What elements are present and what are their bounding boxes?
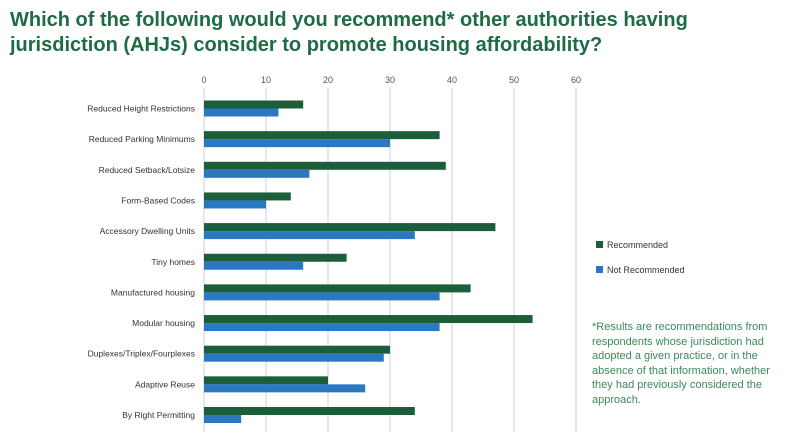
bar-recommended-accessory-dwelling-units bbox=[204, 223, 496, 232]
bar-recommended-reduced-height-restrictions bbox=[204, 100, 304, 109]
bar-recommended-duplexes-triplex-fourplexes bbox=[204, 345, 390, 354]
category-label-reduced-parking-minimums: Reduced Parking Minimums bbox=[89, 134, 195, 144]
category-label-accessory-dwelling-units: Accessory Dwelling Units bbox=[100, 226, 195, 236]
x-tick-label-0: 0 bbox=[201, 75, 206, 85]
bar-not-recommended-reduced-height-restrictions bbox=[204, 108, 279, 117]
category-label-manufactured-housing: Manufactured housing bbox=[111, 287, 195, 297]
legend-label-recommended: Recommended bbox=[607, 239, 669, 250]
footnote: *Results are recommendations from respon… bbox=[592, 321, 770, 406]
bar-recommended-by-right-permitting bbox=[204, 407, 415, 415]
legend-item-not-recommended: Not Recommended bbox=[596, 263, 685, 276]
x-tick-label-60: 60 bbox=[571, 75, 581, 85]
chart-title: Which of the following would you recomme… bbox=[10, 9, 688, 56]
bar-not-recommended-reduced-setback-lotsize bbox=[204, 169, 310, 178]
bar-recommended-form-based-codes bbox=[204, 192, 291, 201]
x-tick-label-20: 20 bbox=[323, 75, 333, 85]
category-label-by-right-permitting: By Right Permitting bbox=[122, 410, 195, 420]
bar-recommended-reduced-setback-lotsize bbox=[204, 161, 446, 170]
bar-not-recommended-adaptive-reuse bbox=[204, 384, 366, 393]
x-tick-label-30: 30 bbox=[385, 75, 395, 85]
legend-label-not-recommended: Not Recommended bbox=[607, 264, 685, 275]
bar-not-recommended-form-based-codes bbox=[204, 200, 266, 209]
category-label-tiny-homes: Tiny homes bbox=[151, 257, 195, 267]
category-label-form-based-codes: Form-Based Codes bbox=[121, 195, 195, 205]
bar-not-recommended-duplexes-triplex-fourplexes bbox=[204, 353, 384, 362]
category-label-modular-housing: Modular housing bbox=[132, 318, 195, 328]
legend-swatch-recommended bbox=[596, 241, 603, 248]
category-label-reduced-setback-lotsize: Reduced Setback/Lotsize bbox=[99, 165, 196, 175]
category-label-adaptive-reuse: Adaptive Reuse bbox=[135, 379, 195, 389]
bar-not-recommended-manufactured-housing bbox=[204, 292, 440, 301]
category-label-duplexes-triplex-fourplexes: Duplexes/Triplex/Fourplexes bbox=[88, 349, 195, 359]
legend: Recommended Not Recommended bbox=[596, 238, 685, 288]
bar-recommended-modular-housing bbox=[204, 315, 533, 324]
bar-not-recommended-modular-housing bbox=[204, 323, 440, 332]
legend-item-recommended: Recommended bbox=[596, 238, 685, 251]
bar-recommended-tiny-homes bbox=[204, 253, 347, 262]
bar-recommended-adaptive-reuse bbox=[204, 376, 328, 385]
legend-swatch-not-recommended bbox=[596, 266, 603, 273]
x-tick-label-40: 40 bbox=[447, 75, 457, 85]
bar-recommended-manufactured-housing bbox=[204, 284, 471, 293]
bar-not-recommended-tiny-homes bbox=[204, 261, 304, 270]
bar-not-recommended-by-right-permitting bbox=[204, 415, 242, 423]
x-tick-label-10: 10 bbox=[261, 75, 271, 85]
bar-recommended-reduced-parking-minimums bbox=[204, 131, 440, 140]
bar-not-recommended-accessory-dwelling-units bbox=[204, 231, 415, 240]
x-tick-label-50: 50 bbox=[509, 75, 519, 85]
category-label-reduced-height-restrictions: Reduced Height Restrictions bbox=[87, 104, 195, 114]
bar-not-recommended-reduced-parking-minimums bbox=[204, 139, 390, 148]
